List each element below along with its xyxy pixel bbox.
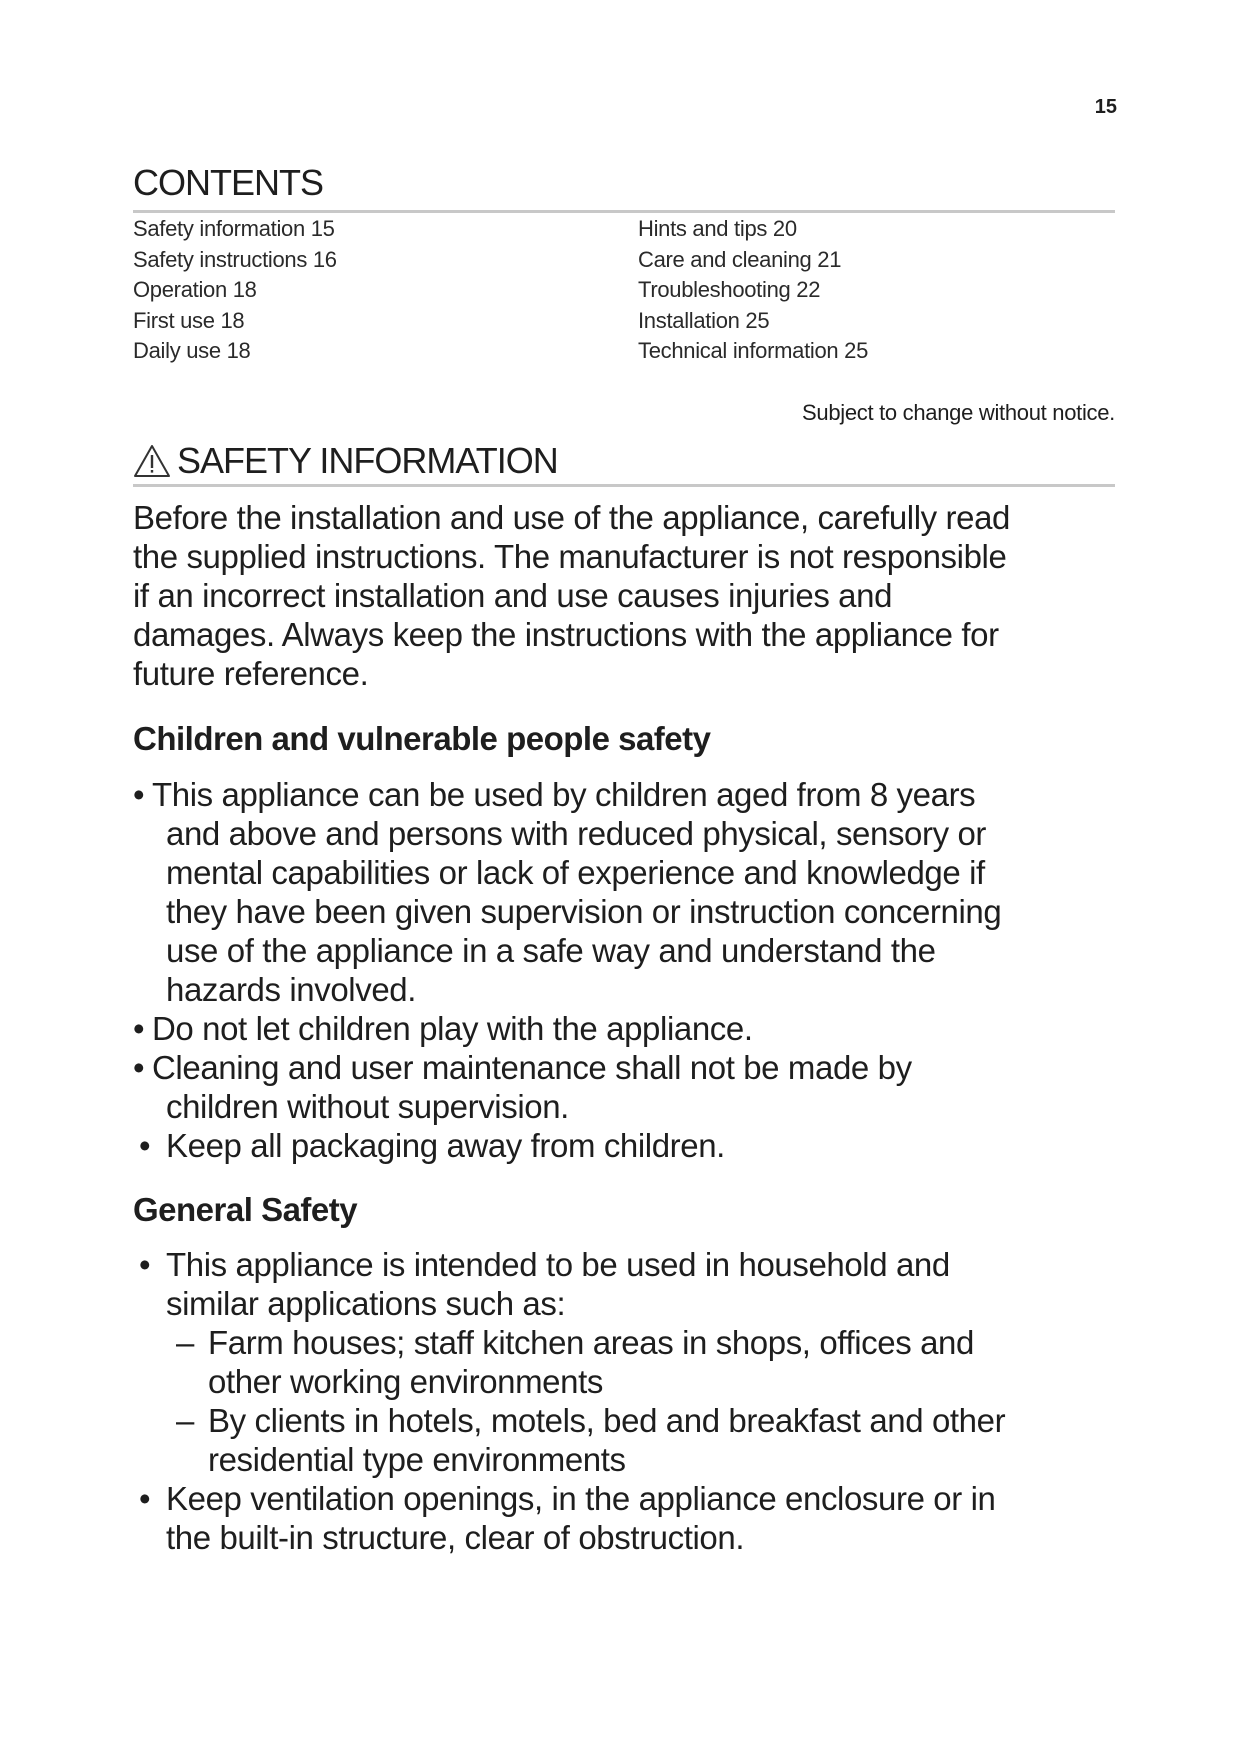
toc-entry: Hints and tips 20 [638,216,797,241]
list-item-line: use of the appliance in a safe way and u… [166,932,936,969]
dash-icon: – [176,1402,194,1439]
toc-entry: Care and cleaning 21 [638,246,842,272]
list-item-line: Do not let children play with the applia… [152,1010,753,1047]
list-item: – By clients in hotels, motels, bed and b… [0,1401,1006,1479]
intro-line: the supplied instructions. The manufactu… [133,538,1007,575]
intro-line: Before the installation and use of the a… [133,499,1010,536]
list-item-line: they have been given supervision or inst… [166,893,1002,930]
bullet-icon: • [139,1127,151,1164]
dash-icon: – [176,1324,194,1361]
safety-intro: Before the installation and use of the a… [133,498,1010,693]
list-item-line: children without supervision. [166,1088,569,1125]
page-number: 15 [1094,96,1117,118]
list-item: • Keep all packaging away from children. [0,1126,1001,1165]
toc-entry: Safety instructions 16 [133,246,337,272]
children-list: • This appliance can be used by children … [0,775,1002,1165]
list-item: • Cleaning and user maintenance shall not… [0,1048,1001,1126]
bullet-icon: • [133,1010,145,1047]
safety-divider [133,484,1115,487]
safety-title: SAFETY INFORMATION [177,440,559,481]
general-heading: General Safety [133,1191,358,1228]
list-item-line: By clients in hotels, motels, bed and br… [208,1402,1006,1439]
list-item-line: similar applications such as: [166,1285,566,1322]
toc-entry: First use 18 [133,307,245,333]
intro-line: future reference. [133,655,369,692]
list-item-line: the built-in structure, clear of obstruc… [166,1519,745,1556]
toc-entry: Daily use 18 [133,338,251,363]
intro-line: damages. Always keep the instructions wi… [133,616,999,653]
list-item: • This appliance can be used by children … [0,775,1002,1009]
list-item-line: Farm houses; staff kitchen areas in shop… [208,1324,974,1361]
bullet-icon: • [133,776,145,813]
change-notice: Subject to change without notice. [802,400,1115,425]
list-item-line: Keep all packaging away from children. [166,1127,725,1164]
list-item-line: hazards involved. [166,971,417,1008]
warning-triangle-icon [134,445,170,477]
list-item-line: and above and persons with reduced physi… [166,815,986,852]
toc-entry: Safety information 15 [133,216,335,241]
list-item-line: residential type environments [208,1441,626,1478]
bullet-icon: • [139,1246,151,1283]
toc-entry: Troubleshooting 22 [638,277,821,302]
children-heading: Children and vulnerable people safety [133,720,711,757]
list-item-line: This appliance is intended to be used in… [166,1246,950,1283]
toc-entry: Technical information 25 [638,338,869,363]
list-item: – Farm houses; staff kitchen areas in sho… [0,1323,1005,1401]
list-item-line: This appliance can be used by children a… [152,776,976,813]
contents-divider [133,210,1115,213]
list-item: • Keep ventilation openings, in the appli… [0,1479,1005,1557]
list-item-line: other working environments [208,1363,603,1400]
general-list: • This appliance is intended to be used i… [0,1245,1006,1557]
list-item-line: mental capabilities or lack of experienc… [166,854,985,891]
intro-line: if an incorrect installation and use cau… [133,577,893,614]
list-item: • Do not let children play with the appli… [0,1009,1001,1048]
contents-title: CONTENTS [133,162,324,203]
bullet-icon: • [133,1049,145,1086]
list-item-line: Keep ventilation openings, in the applia… [166,1480,996,1517]
toc-entry: Operation 18 [133,277,257,302]
toc-left-column: Safety information 15 Safety instructions… [133,216,337,369]
list-item-line: Cleaning and user maintenance shall not … [152,1049,912,1086]
toc-right-column: Hints and tips 20 Care and cleaning 21 Tro… [638,216,868,369]
list-item: • This appliance is intended to be used i… [0,1245,1005,1323]
toc-entry: Installation 25 [638,307,770,333]
safety-heading: SAFETY INFORMATION [133,440,559,482]
bullet-icon: • [139,1480,151,1517]
